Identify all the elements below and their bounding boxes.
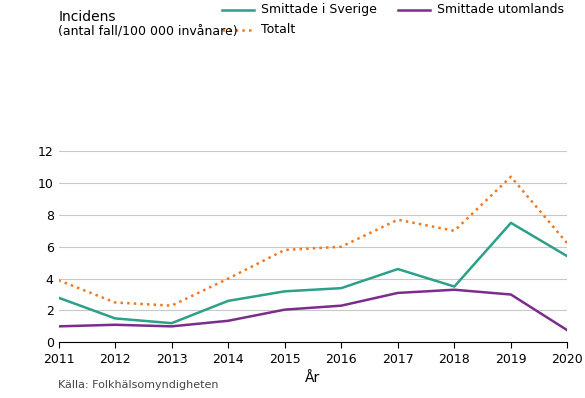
Line: Totalt: Totalt bbox=[58, 177, 567, 306]
Smittade i Sverige bbox=[451, 284, 458, 289]
Text: Totalt: Totalt bbox=[261, 23, 296, 36]
Totalt bbox=[394, 217, 401, 222]
Smittade utomlands bbox=[55, 324, 62, 329]
Smittade i Sverige bbox=[338, 286, 345, 291]
Smittade i Sverige bbox=[507, 220, 514, 225]
Smittade i Sverige bbox=[394, 267, 401, 271]
Text: Källa: Folkhälsomyndigheten: Källa: Folkhälsomyndigheten bbox=[58, 380, 219, 390]
Smittade utomlands bbox=[281, 307, 288, 312]
Text: (antal fall/100 000 invånare): (antal fall/100 000 invånare) bbox=[58, 26, 238, 39]
Totalt bbox=[225, 276, 232, 281]
Smittade i Sverige bbox=[564, 254, 571, 259]
Text: Smittade i Sverige: Smittade i Sverige bbox=[261, 4, 377, 16]
Totalt bbox=[564, 241, 571, 246]
Text: Smittade utomlands: Smittade utomlands bbox=[437, 4, 564, 16]
Smittade utomlands bbox=[564, 328, 571, 333]
Smittade utomlands bbox=[507, 292, 514, 297]
Line: Smittade i Sverige: Smittade i Sverige bbox=[58, 223, 567, 323]
Totalt bbox=[451, 228, 458, 233]
Smittade i Sverige bbox=[281, 289, 288, 294]
Totalt bbox=[281, 248, 288, 252]
Smittade i Sverige bbox=[168, 321, 175, 326]
Smittade utomlands bbox=[451, 287, 458, 292]
Totalt bbox=[55, 278, 62, 283]
Smittade utomlands bbox=[394, 291, 401, 295]
X-axis label: År: År bbox=[305, 371, 321, 385]
Smittade utomlands bbox=[338, 303, 345, 308]
Smittade i Sverige bbox=[225, 298, 232, 303]
Smittade utomlands bbox=[112, 322, 119, 327]
Totalt bbox=[338, 244, 345, 249]
Smittade i Sverige bbox=[55, 295, 62, 300]
Text: Incidens: Incidens bbox=[58, 10, 116, 24]
Line: Smittade utomlands: Smittade utomlands bbox=[58, 290, 567, 330]
Smittade utomlands bbox=[168, 324, 175, 329]
Totalt bbox=[168, 303, 175, 308]
Smittade i Sverige bbox=[112, 316, 119, 321]
Totalt bbox=[112, 300, 119, 305]
Smittade utomlands bbox=[225, 318, 232, 323]
Totalt bbox=[507, 174, 514, 179]
